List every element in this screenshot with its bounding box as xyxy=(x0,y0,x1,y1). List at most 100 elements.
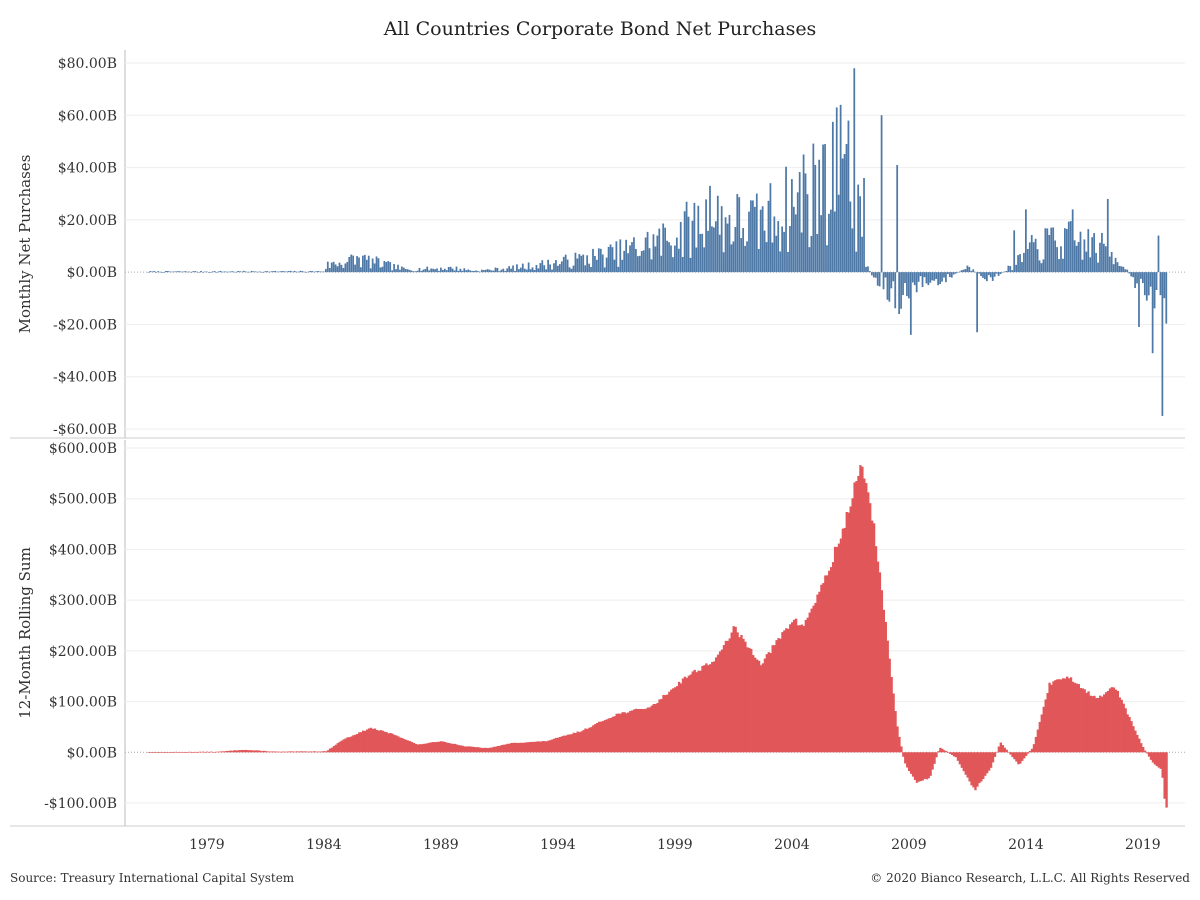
monthly-bar xyxy=(213,271,216,273)
monthly-bar xyxy=(601,254,604,273)
monthly-bar xyxy=(204,271,206,273)
rolling-sum-bar xyxy=(303,751,306,753)
rolling-sum-bar xyxy=(1145,752,1149,754)
monthly-bar xyxy=(962,269,965,273)
rolling-sum-bar xyxy=(1095,698,1098,753)
monthly-bar xyxy=(270,271,273,273)
rolling-sum-bar xyxy=(1157,752,1160,768)
monthly-bar xyxy=(1091,237,1094,273)
rolling-sum-bar xyxy=(707,665,710,753)
monthly-bar xyxy=(1077,241,1080,273)
monthly-bar xyxy=(1153,272,1156,309)
monthly-bar xyxy=(229,271,232,273)
rolling-sum-bar xyxy=(280,751,283,753)
rolling-sum-bar xyxy=(317,751,320,753)
rolling-sum-bar xyxy=(1114,689,1118,753)
monthly-bar xyxy=(1046,228,1049,273)
monthly-bar xyxy=(153,271,156,273)
monthly-bar xyxy=(798,172,801,273)
monthly-bar xyxy=(1106,198,1109,273)
monthly-bar xyxy=(896,164,899,273)
rolling-sum-bar xyxy=(1036,729,1040,753)
y-tick-label: $60.00B xyxy=(58,108,117,124)
rolling-sum-bar xyxy=(724,640,728,753)
rolling-sum-bar xyxy=(993,752,997,757)
monthly-bar xyxy=(1001,271,1004,273)
y-tick-label: $20.00B xyxy=(58,213,117,229)
rolling-sum-bar xyxy=(689,674,692,753)
rolling-sum-bar xyxy=(765,654,769,753)
monthly-bar xyxy=(568,267,571,273)
monthly-bar xyxy=(757,248,760,273)
monthly-bar xyxy=(1050,227,1053,273)
rolling-sum-bar xyxy=(153,752,156,753)
rolling-sum-bar xyxy=(720,649,724,753)
monthly-bar xyxy=(664,227,667,273)
rolling-sum-bar xyxy=(941,748,944,753)
monthly-bar xyxy=(289,270,292,273)
rolling-sum-bar xyxy=(393,734,396,753)
monthly-bar xyxy=(192,271,195,273)
rolling-sum-bar xyxy=(441,741,445,753)
rolling-sum-bar xyxy=(206,751,209,753)
rolling-sum-bar xyxy=(500,745,503,753)
monthly-bar xyxy=(1159,272,1162,296)
monthly-bar xyxy=(239,271,241,273)
monthly-bar xyxy=(451,268,454,273)
monthly-bar xyxy=(231,271,234,273)
rolling-sum-bar xyxy=(888,658,891,753)
rolling-sum-bar xyxy=(730,632,733,753)
monthly-bar xyxy=(262,272,265,273)
rolling-sum-bar xyxy=(613,716,616,753)
monthly-bar xyxy=(1052,227,1055,273)
rolling-sum-bar xyxy=(1023,752,1026,759)
rolling-sum-bar xyxy=(802,625,806,753)
rolling-sum-bar xyxy=(1028,750,1032,753)
rolling-sum-bar xyxy=(404,739,408,753)
rolling-sum-bar xyxy=(562,735,566,753)
monthly-bar xyxy=(830,209,832,273)
monthly-bar xyxy=(888,272,891,302)
rolling-sum-bar xyxy=(1104,692,1108,753)
monthly-bar xyxy=(1040,263,1043,273)
monthly-bar xyxy=(180,271,183,273)
monthly-bar xyxy=(911,272,914,283)
monthly-bar xyxy=(1005,271,1008,273)
monthly-bar xyxy=(812,143,815,273)
x-tick-label: 2014 xyxy=(1008,837,1044,853)
rolling-sum-bar xyxy=(225,750,228,753)
monthly-bar xyxy=(514,270,516,273)
monthly-bar xyxy=(490,270,493,273)
rolling-sum-bar xyxy=(617,713,620,753)
y-tick-label: $80.00B xyxy=(58,56,117,72)
rolling-sum-bar xyxy=(502,744,505,753)
rolling-sum-bar xyxy=(986,752,989,774)
rolling-sum-bar xyxy=(149,752,152,753)
monthly-bar xyxy=(1079,231,1082,273)
rolling-sum-bar xyxy=(1147,752,1151,757)
monthly-bar xyxy=(408,269,411,273)
rolling-sum-bar xyxy=(299,751,302,753)
monthly-bar xyxy=(592,248,594,273)
rolling-sum-bar xyxy=(835,546,839,753)
rolling-sum-bar xyxy=(744,641,747,753)
rolling-sum-bar xyxy=(459,745,462,753)
monthly-bar xyxy=(381,266,384,273)
monthly-bar xyxy=(363,254,366,273)
rolling-sum-bar xyxy=(1001,745,1004,753)
monthly-bar xyxy=(328,267,331,273)
monthly-bar xyxy=(1009,266,1012,273)
monthly-bar xyxy=(508,266,511,273)
rolling-sum-bar xyxy=(165,752,168,753)
rolling-sum-bar xyxy=(250,750,254,753)
rolling-sum-bar xyxy=(851,498,854,753)
rolling-sum-bar xyxy=(465,746,468,753)
rolling-sum-bar xyxy=(529,741,533,753)
rolling-sum-bar xyxy=(1155,752,1159,767)
rolling-sum-bar xyxy=(479,747,482,753)
rolling-sum-bar xyxy=(1136,734,1139,753)
monthly-bar xyxy=(1069,221,1072,273)
rolling-sum-bar xyxy=(863,478,866,753)
rolling-sum-bar xyxy=(672,688,675,753)
monthly-bar xyxy=(512,265,514,273)
